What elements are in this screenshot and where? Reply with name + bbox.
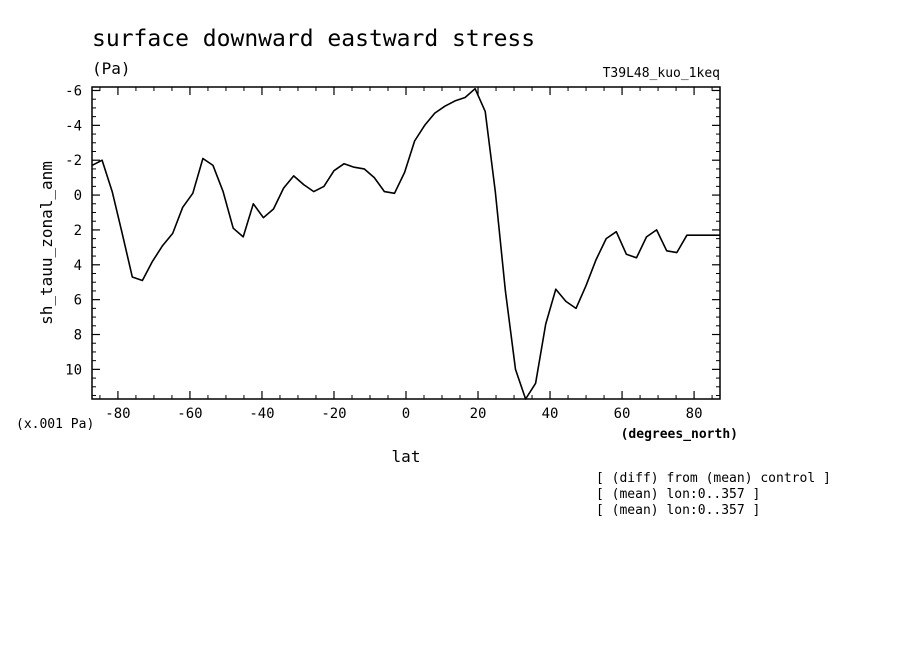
y-tick-label: 8 <box>74 328 82 344</box>
y-tick-label: 0 <box>74 188 82 204</box>
note-line-2: [ (mean) lon:0..357 ] <box>596 487 760 502</box>
y-scale-note: (x.001 Pa) <box>16 417 94 432</box>
units-label: (Pa) <box>92 59 131 78</box>
x-tick-label: -80 <box>105 406 130 422</box>
chart-title: surface downward eastward stress <box>92 26 535 52</box>
x-tick-label: 60 <box>614 406 631 422</box>
y-tick-label: 2 <box>74 223 82 239</box>
plot-frame <box>91 86 721 400</box>
x-tick-label: 40 <box>542 406 559 422</box>
x-tick-label: -40 <box>249 406 274 422</box>
x-axis-tick-labels: -80 -60 -40 -20 0 20 40 60 80 <box>105 406 702 422</box>
experiment-label: T39L48_kuo_1keq <box>603 66 720 81</box>
x-tick-label: 80 <box>686 406 703 422</box>
y-tick-label: 10 <box>65 362 82 378</box>
y-tick-label: -4 <box>65 118 82 134</box>
x-tick-label: -20 <box>321 406 346 422</box>
note-line-3: [ (mean) lon:0..357 ] <box>596 503 760 518</box>
y-axis-tick-labels: -6 -4 -2 0 2 4 6 8 10 <box>65 83 82 378</box>
y-tick-label: 6 <box>74 293 82 309</box>
x-tick-label: 0 <box>402 406 410 422</box>
series-line <box>91 87 720 400</box>
y-tick-label: -2 <box>65 153 82 169</box>
x-axis-ticks <box>99 87 713 399</box>
y-axis-label: sh_tauu_zonal_anm <box>37 161 56 325</box>
x-units-label: (degrees_north) <box>621 427 738 442</box>
x-axis-label: lat <box>392 447 421 466</box>
y-tick-label: 4 <box>74 258 82 274</box>
note-line-1: [ (diff) from (mean) control ] <box>596 471 831 486</box>
x-tick-label: 20 <box>470 406 487 422</box>
x-tick-label: -60 <box>177 406 202 422</box>
y-axis-ticks <box>92 89 720 397</box>
y-tick-label: -6 <box>65 83 82 99</box>
